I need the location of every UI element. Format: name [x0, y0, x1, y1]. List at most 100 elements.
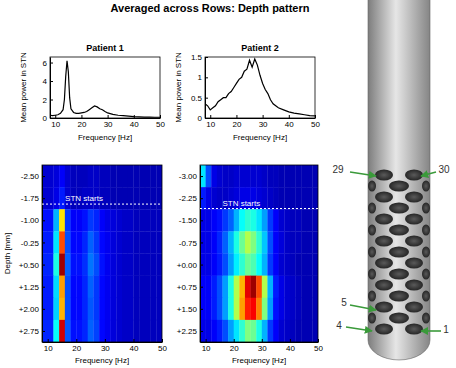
plot-frame: [205, 57, 315, 118]
figure-title: Averaged across Rows: Depth pattern: [111, 2, 310, 14]
heat-cell: [267, 276, 273, 298]
line-chart: 102030405000.511.5Patient 2Frequency [Hz…: [174, 43, 320, 142]
y-tick: 0.5: [191, 94, 208, 103]
heat-cell: [48, 209, 54, 231]
y-tick-label: +0.75: [177, 283, 198, 292]
heat-cell: [99, 298, 105, 320]
heat-cell: [284, 276, 290, 298]
heat-cell: [211, 187, 217, 209]
stn-start-line: [200, 208, 318, 209]
heat-cell: [290, 187, 296, 209]
heat-cell: [222, 320, 228, 342]
heat-cell: [307, 187, 313, 209]
x-tick-label: 10: [202, 344, 211, 353]
heat-cell: [59, 276, 65, 298]
heat-cell: [273, 276, 279, 298]
heat-cell: [145, 209, 151, 231]
spectrum-line: [50, 61, 160, 118]
x-tick-mark: [48, 339, 49, 342]
heat-cell: [145, 231, 151, 253]
heat-cell: [156, 320, 162, 342]
heat-cell: [222, 298, 228, 320]
heat-cell: [267, 254, 273, 276]
heat-cell: [48, 298, 54, 320]
heat-cell: [211, 209, 217, 231]
electrode-contact: [368, 181, 376, 192]
heat-cell: [267, 209, 273, 231]
heat-cell: [116, 276, 122, 298]
x-tick-mark: [289, 115, 290, 118]
heat-cell: [273, 165, 279, 187]
electrode-contact: [405, 170, 423, 181]
heat-cell: [139, 209, 145, 231]
y-tick-mark: [205, 77, 208, 78]
heat-cell: [88, 231, 94, 253]
heat-cell: [251, 298, 257, 320]
heat-cell: [217, 320, 223, 342]
canvas-svg: Averaged across Rows: Depth pattern10203…: [0, 0, 456, 368]
x-tick-label: 20: [72, 344, 81, 353]
heat-cell: [262, 231, 268, 253]
y-tick-label: -3.00: [179, 172, 198, 181]
heat-cell: [93, 209, 99, 231]
heat-cell: [82, 298, 88, 320]
heat-cell: [111, 187, 117, 209]
heat-cell: [222, 276, 228, 298]
heat-cell: [151, 298, 157, 320]
label-arrow: [350, 305, 376, 310]
x-tick: 30: [259, 115, 268, 129]
x-tick: 10: [44, 339, 53, 353]
heat-cell: [284, 165, 290, 187]
heat-cell: [307, 276, 313, 298]
heat-cell: [111, 320, 117, 342]
heat-cell: [151, 231, 157, 253]
plot-area: [205, 59, 315, 116]
electrode-contact: [368, 313, 376, 324]
y-tick-mark: [200, 198, 203, 199]
heat-cell: [211, 298, 217, 320]
heat-cell: [59, 320, 65, 342]
electrode-contact: [422, 225, 430, 236]
y-tick: 6: [43, 59, 53, 68]
heat-cell: [290, 298, 296, 320]
heat-cell: [93, 231, 99, 253]
heat-cell: [116, 187, 122, 209]
heat-cell: [139, 298, 145, 320]
subplot-title: Patient 2: [241, 43, 279, 53]
x-tick-mark: [105, 339, 106, 342]
heat-cell: [93, 254, 99, 276]
heat-cell: [156, 231, 162, 253]
x-tick-label: 20: [230, 344, 239, 353]
y-tick: +2.00: [19, 305, 45, 314]
electrode-contact: [368, 269, 376, 280]
heat-cell: [273, 231, 279, 253]
heat-cell: [296, 254, 302, 276]
electrode-contact: [375, 302, 393, 313]
heat-cell: [251, 320, 257, 342]
heat-cell: [105, 298, 111, 320]
y-tick: +2.25: [177, 327, 203, 336]
x-tick-mark: [81, 115, 82, 118]
y-axis-title: Mean power in STN: [174, 52, 183, 123]
heat-cell: [284, 320, 290, 342]
heat-cell: [307, 231, 313, 253]
y-tick-mark: [42, 309, 45, 310]
heat-cell: [206, 165, 212, 187]
x-tick-label: 40: [285, 120, 294, 129]
heat-cell: [262, 298, 268, 320]
heat-cell: [151, 165, 157, 187]
heat-cell: [88, 165, 94, 187]
y-tick: -3.00: [179, 172, 203, 181]
heat-cell: [71, 165, 77, 187]
electrode-contact: [375, 258, 393, 269]
heatmap-chart: 1020304050-3.00-2.25-1.50-0.75+0.00+0.75…: [177, 165, 324, 365]
line-chart: 10203040500246Patient 1Frequency [Hz]Mea…: [19, 43, 165, 142]
heat-cell: [111, 231, 117, 253]
heat-cell: [239, 254, 245, 276]
x-tick-label: 30: [104, 120, 113, 129]
y-tick-mark: [42, 287, 45, 288]
heat-cell: [82, 276, 88, 298]
heat-cell: [145, 165, 151, 187]
heat-cell: [206, 276, 212, 298]
plot-area: [50, 61, 160, 118]
